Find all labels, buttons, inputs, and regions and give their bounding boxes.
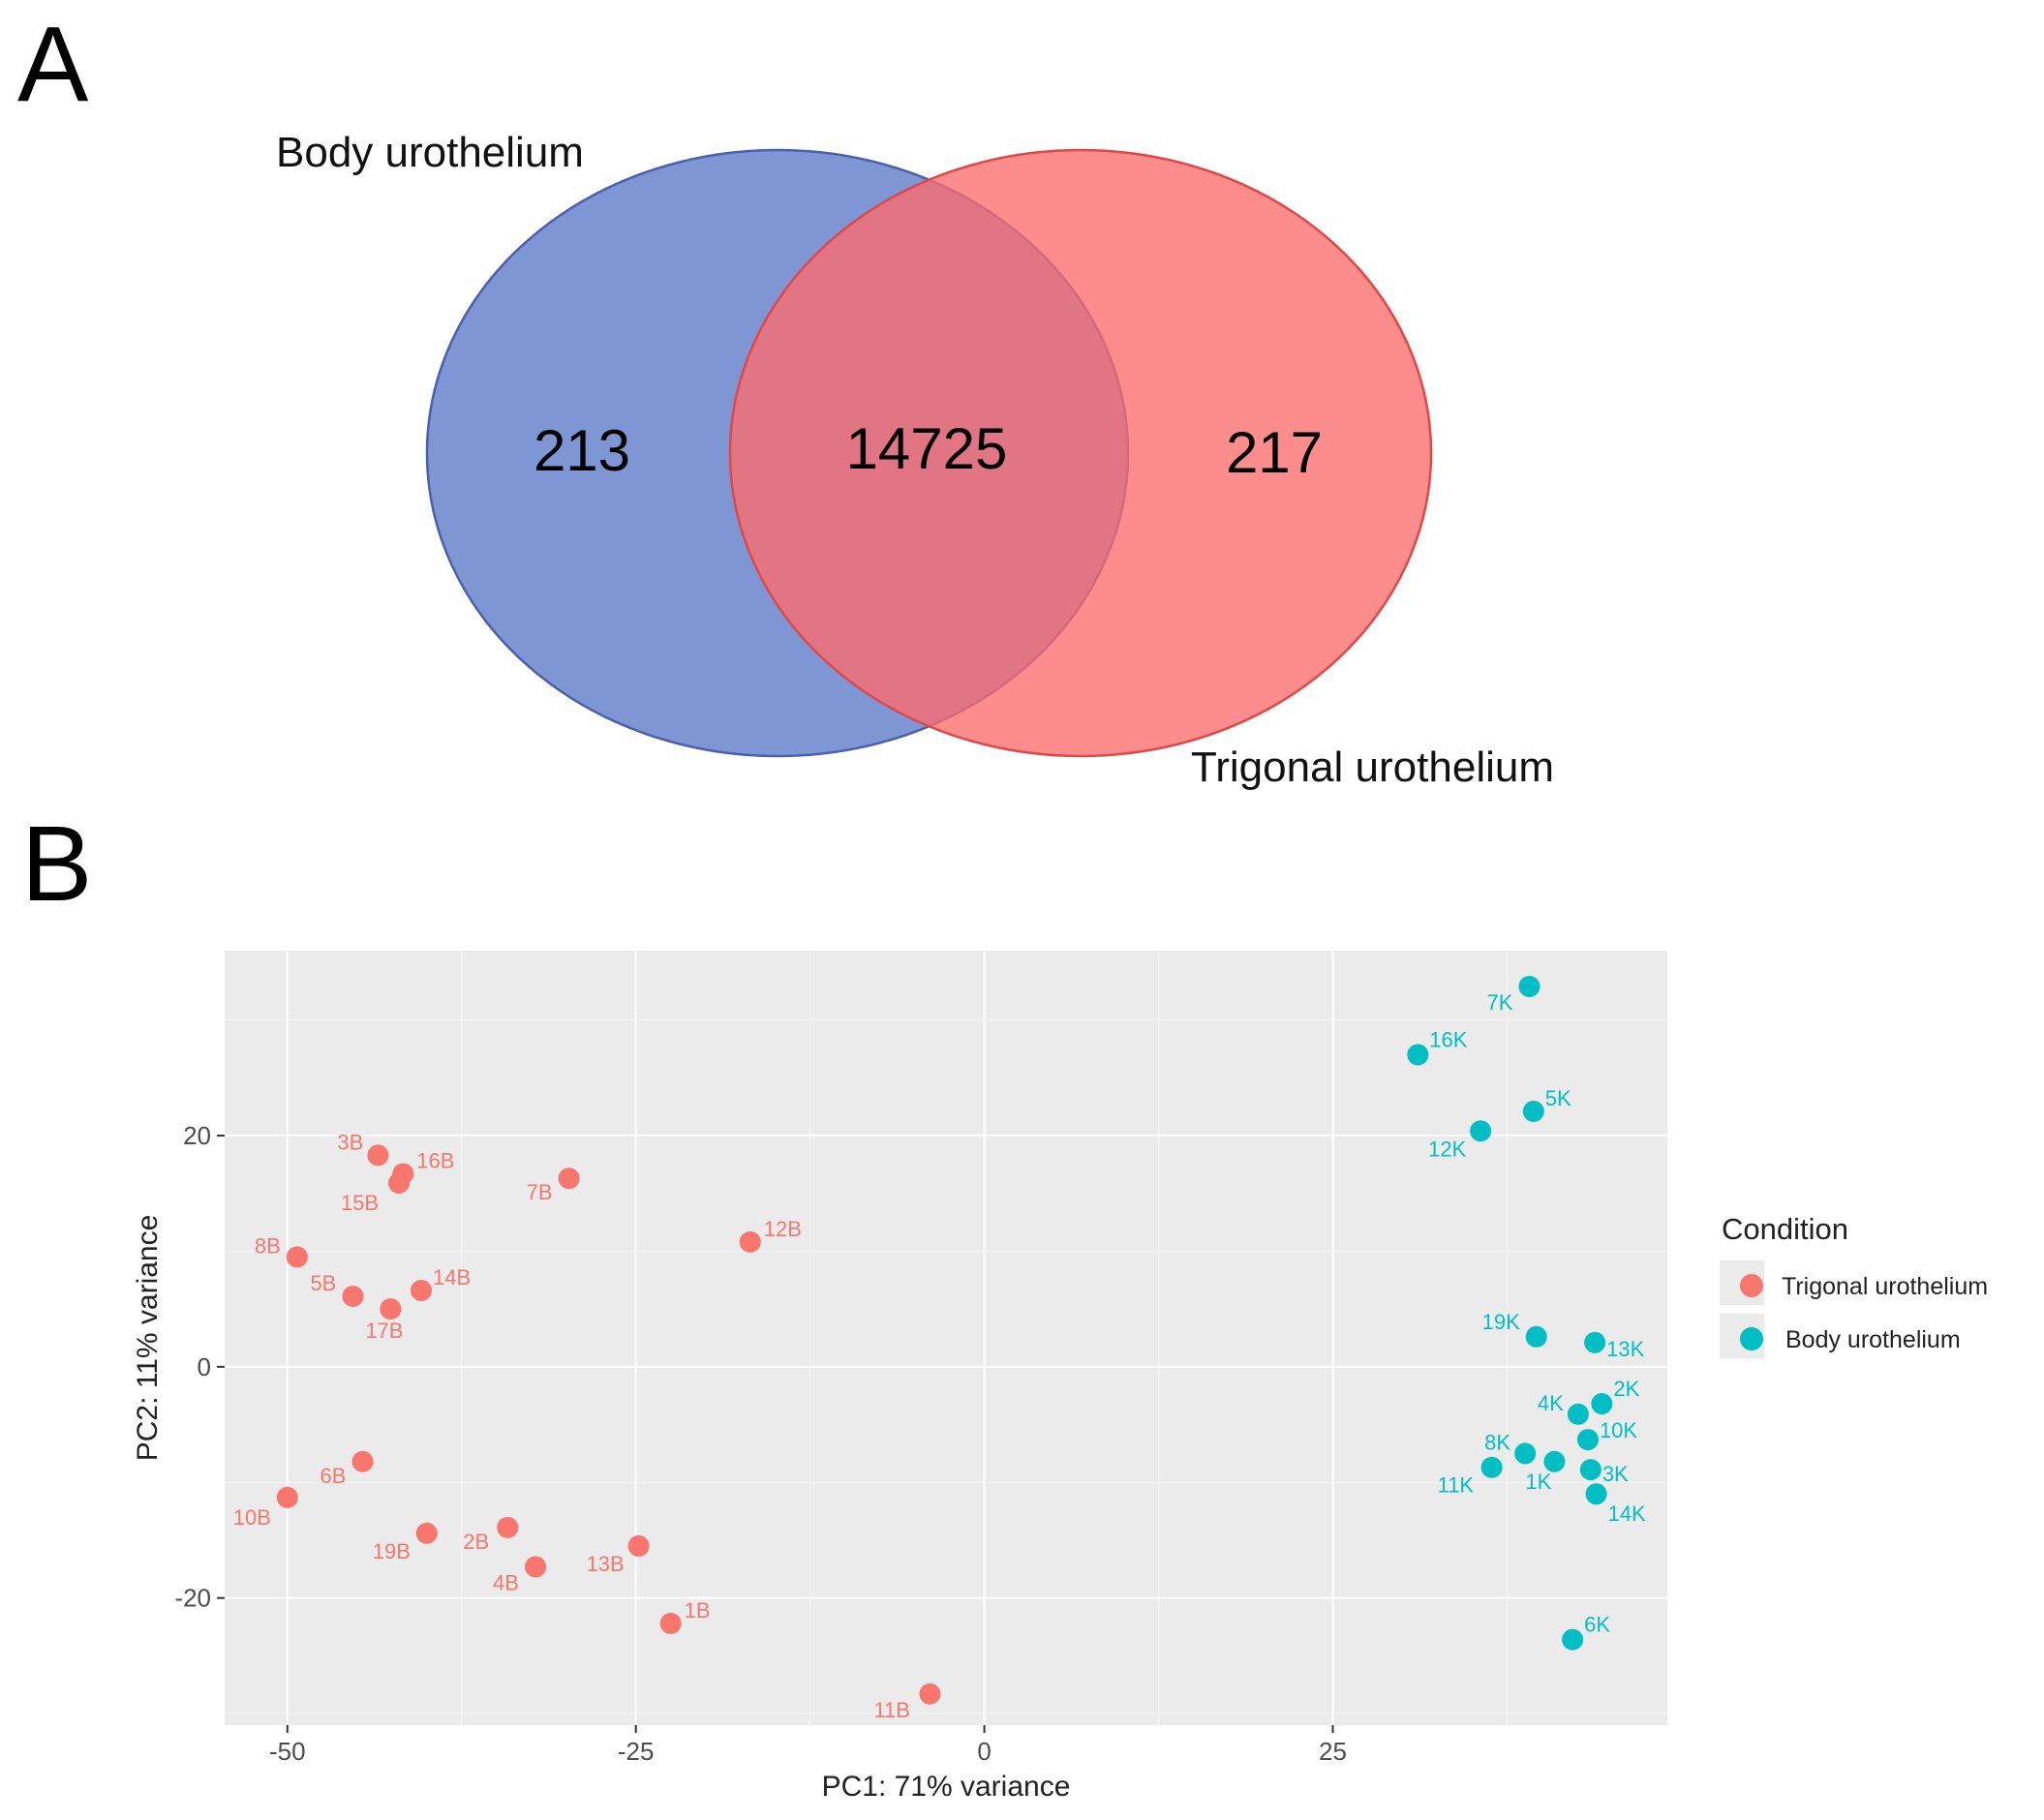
point-label-4K: 4K [1538,1391,1564,1415]
x-tick-label: 25 [1319,1737,1347,1766]
point-label-13B: 13B [587,1552,625,1576]
point-15B [387,1172,410,1194]
plot-panel-background [225,951,1667,1725]
legend-label-body: Body urothelium [1785,1326,1961,1353]
point-19K [1525,1325,1547,1348]
point-label-8B: 8B [255,1233,281,1258]
point-label-2B: 2B [463,1530,489,1554]
point-label-11B: 11B [873,1698,910,1722]
point-label-6K: 6K [1584,1613,1610,1637]
y-tick-label: 20 [183,1121,211,1150]
point-13B [627,1534,650,1557]
point-label-16K: 16K [1429,1027,1467,1051]
venn-circle-trigonal [728,148,1433,758]
point-label-15B: 15B [341,1191,379,1215]
point-label-4B: 4B [493,1570,519,1594]
point-13K [1584,1331,1606,1353]
point-label-11K: 11K [1438,1473,1475,1498]
point-label-17B: 17B [365,1319,403,1343]
point-17B [380,1298,402,1320]
venn-count-overlap: 14725 [846,416,1008,481]
point-6K [1562,1628,1584,1651]
y-axis-title: PC2: 11% variance [132,1215,164,1462]
point-label-10K: 10K [1600,1418,1637,1442]
point-7K [1518,976,1541,998]
panel-a-letter: A [17,5,89,124]
point-label-6B: 6B [320,1464,347,1488]
grid-lines [225,951,1667,1725]
point-12B [739,1230,761,1253]
point-19B [415,1522,438,1544]
point-14B [410,1280,432,1302]
pca-scatter-plot: -50 -25 0 25 -20 0 20 3B 16B 15B 7B 12B 8B 5B 14B 17B 6… [174,951,1667,1766]
point-label-14B: 14B [433,1265,471,1289]
point-8B [286,1246,308,1268]
point-2B [497,1516,519,1538]
axis-ticks: -50 -25 0 25 -20 0 20 [174,1121,1347,1766]
data-points [276,976,1613,1705]
point-label-16B: 16B [416,1148,454,1172]
point-1K [1543,1450,1566,1472]
point-label-3K: 3K [1602,1462,1629,1486]
point-12K [1470,1120,1492,1142]
point-label-5B: 5B [310,1271,336,1295]
point-label-7K: 7K [1486,990,1512,1015]
point-label-7B: 7B [527,1180,553,1204]
point-14K [1585,1483,1607,1505]
point-11K [1480,1456,1503,1478]
point-5K [1522,1100,1544,1122]
venn-label-body: Body urothelium [276,129,584,176]
point-8K [1514,1442,1537,1465]
point-1B [659,1612,682,1634]
point-label-14K: 14K [1608,1502,1646,1526]
point-label-5K: 5K [1545,1086,1571,1110]
point-10K [1576,1429,1599,1451]
point-11B [919,1683,941,1705]
venn-diagram [425,148,1433,758]
panel-b-letter: B [21,804,92,924]
venn-label-trigonal: Trigonal urothelium [1191,743,1554,791]
point-label-8K: 8K [1484,1430,1510,1454]
point-label-1K: 1K [1525,1470,1551,1494]
venn-count-trigonal-only: 217 [1226,420,1323,485]
point-label-19B: 19B [373,1539,411,1563]
legend: Condition Trigonal urothelium Body uroth… [1720,1212,1988,1358]
legend-key-body [1740,1327,1763,1350]
point-4B [525,1556,547,1578]
point-2K [1591,1393,1613,1415]
legend-label-trigonal: Trigonal urothelium [1782,1273,1988,1300]
point-6B [351,1450,374,1472]
point-label-1B: 1B [685,1598,711,1623]
x-tick-label: -25 [618,1737,655,1766]
point-label-12B: 12B [764,1217,802,1241]
point-label-3B: 3B [337,1130,363,1154]
y-tick-label: -20 [174,1584,211,1613]
point-label-13K: 13K [1606,1337,1644,1361]
x-tick-label: 0 [977,1737,991,1766]
point-7B [558,1168,580,1190]
point-label-19K: 19K [1482,1310,1520,1334]
point-5B [342,1286,364,1308]
point-label-12K: 12K [1428,1137,1466,1161]
venn-count-body-only: 213 [534,418,630,483]
point-16K [1407,1044,1429,1066]
x-tick-label: -50 [269,1737,306,1766]
point-10B [276,1486,298,1508]
point-4K [1567,1403,1589,1425]
legend-key-trigonal [1740,1274,1763,1297]
point-label-10B: 10B [233,1505,271,1530]
point-3K [1579,1459,1602,1481]
x-axis-title: PC1: 71% variance [822,1771,1071,1803]
point-3B [367,1144,389,1167]
point-label-2K: 2K [1613,1377,1639,1401]
legend-title: Condition [1722,1212,1848,1246]
y-tick-label: 0 [198,1352,211,1381]
